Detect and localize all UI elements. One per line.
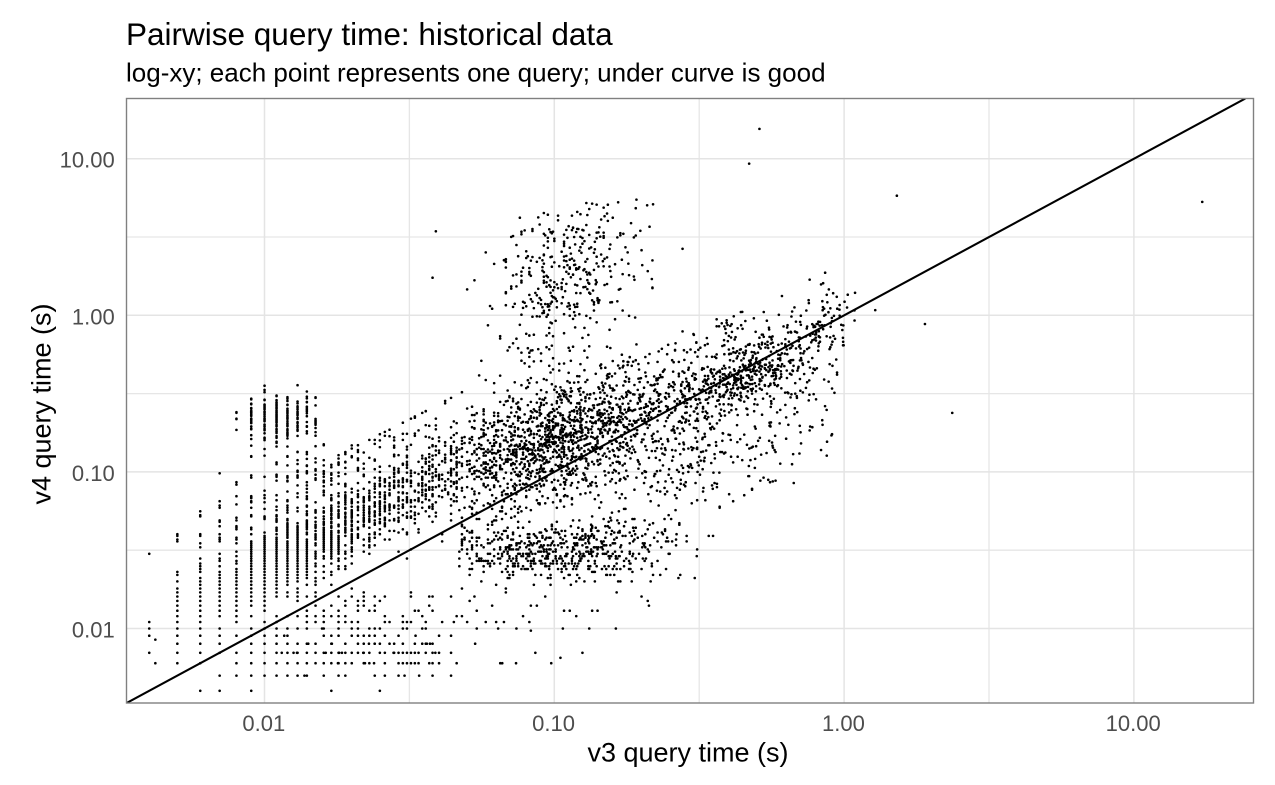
svg-text:10.00: 10.00	[60, 148, 115, 173]
svg-text:0.01: 0.01	[242, 711, 285, 736]
svg-text:0.10: 0.10	[72, 461, 115, 486]
svg-text:v3 query time (s): v3 query time (s)	[587, 738, 788, 768]
svg-text:Pairwise query time: historica: Pairwise query time: historical data	[126, 16, 613, 52]
svg-text:0.01: 0.01	[72, 618, 115, 643]
svg-text:1.00: 1.00	[822, 711, 865, 736]
svg-text:v4 query time (s): v4 query time (s)	[27, 303, 57, 504]
svg-text:1.00: 1.00	[72, 304, 115, 329]
svg-text:0.10: 0.10	[532, 711, 575, 736]
svg-text:10.00: 10.00	[1106, 711, 1161, 736]
svg-text:log-xy; each point represents: log-xy; each point represents one query;…	[126, 58, 826, 88]
